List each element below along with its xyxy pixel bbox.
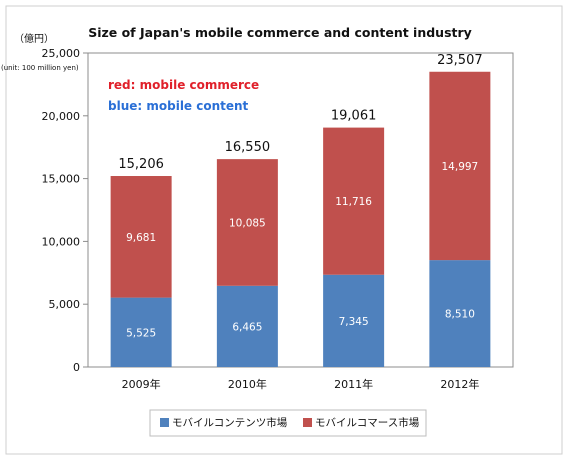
y-tick-label: 5,000 (49, 298, 81, 311)
legend: モバイルコンテンツ市場 モバイルコマース市場 (149, 409, 427, 437)
data-label-content: 6,465 (232, 321, 262, 333)
y-tick-label: 20,000 (42, 110, 81, 123)
legend-label-content: モバイルコンテンツ市場 (172, 416, 288, 429)
x-category-label: 2011年 (334, 377, 373, 391)
bar-segment-content (323, 274, 385, 367)
bar-segment-commerce (110, 176, 172, 298)
total-label: 16,550 (225, 140, 271, 155)
y-tick-label: 15,000 (42, 173, 81, 186)
data-label-content: 8,510 (445, 309, 475, 321)
y-axis-unit-label: （億円） (14, 32, 54, 45)
total-label: 15,206 (118, 157, 164, 172)
total-label: 23,507 (437, 53, 483, 68)
x-category-label: 2010年 (228, 377, 267, 391)
bar-segment-commerce (216, 159, 278, 286)
plot-area: 0 5,000 10,000 15,000 20,000 25,000 5,525 9,681… (42, 47, 514, 391)
unit-note: (unit: 100 million yen) (1, 64, 79, 72)
total-label: 19,061 (331, 109, 377, 124)
plot-frame (87, 52, 514, 368)
bar-segment-commerce (429, 71, 491, 261)
data-label-commerce: 14,997 (442, 161, 479, 173)
bar-segment-content (429, 260, 491, 367)
data-label-content: 5,525 (126, 327, 156, 339)
y-tick-label: 0 (73, 361, 80, 374)
data-label-content: 7,345 (339, 316, 369, 328)
y-tick-label: 25,000 (42, 47, 81, 60)
legend-frame (149, 409, 427, 437)
chart-title: Size of Japan's mobile commerce and cont… (88, 25, 472, 40)
data-label-commerce: 11,716 (335, 196, 372, 208)
legend-swatch-content (160, 418, 169, 427)
bar-segment-content (216, 285, 278, 367)
data-label-commerce: 9,681 (126, 232, 156, 244)
x-category-label: 2009年 (122, 377, 161, 391)
note-blue-series: blue: mobile content (108, 99, 249, 113)
legend-swatch-commerce (303, 418, 312, 427)
note-red-series: red: mobile commerce (108, 78, 259, 92)
bar-segment-commerce (323, 127, 385, 275)
y-tick-label: 10,000 (42, 235, 81, 248)
legend-label-commerce: モバイルコマース市場 (315, 416, 420, 429)
data-label-commerce: 10,085 (229, 217, 266, 229)
bar-segment-content (110, 297, 172, 367)
x-category-label: 2012年 (440, 377, 479, 391)
